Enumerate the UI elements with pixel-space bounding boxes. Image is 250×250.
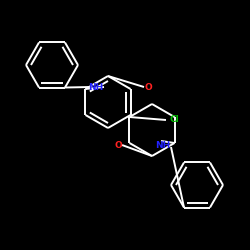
Text: NH: NH bbox=[156, 140, 170, 149]
Text: NH: NH bbox=[88, 82, 104, 92]
Text: O: O bbox=[114, 140, 122, 149]
Text: O: O bbox=[144, 82, 152, 92]
Text: Cl: Cl bbox=[169, 116, 179, 124]
